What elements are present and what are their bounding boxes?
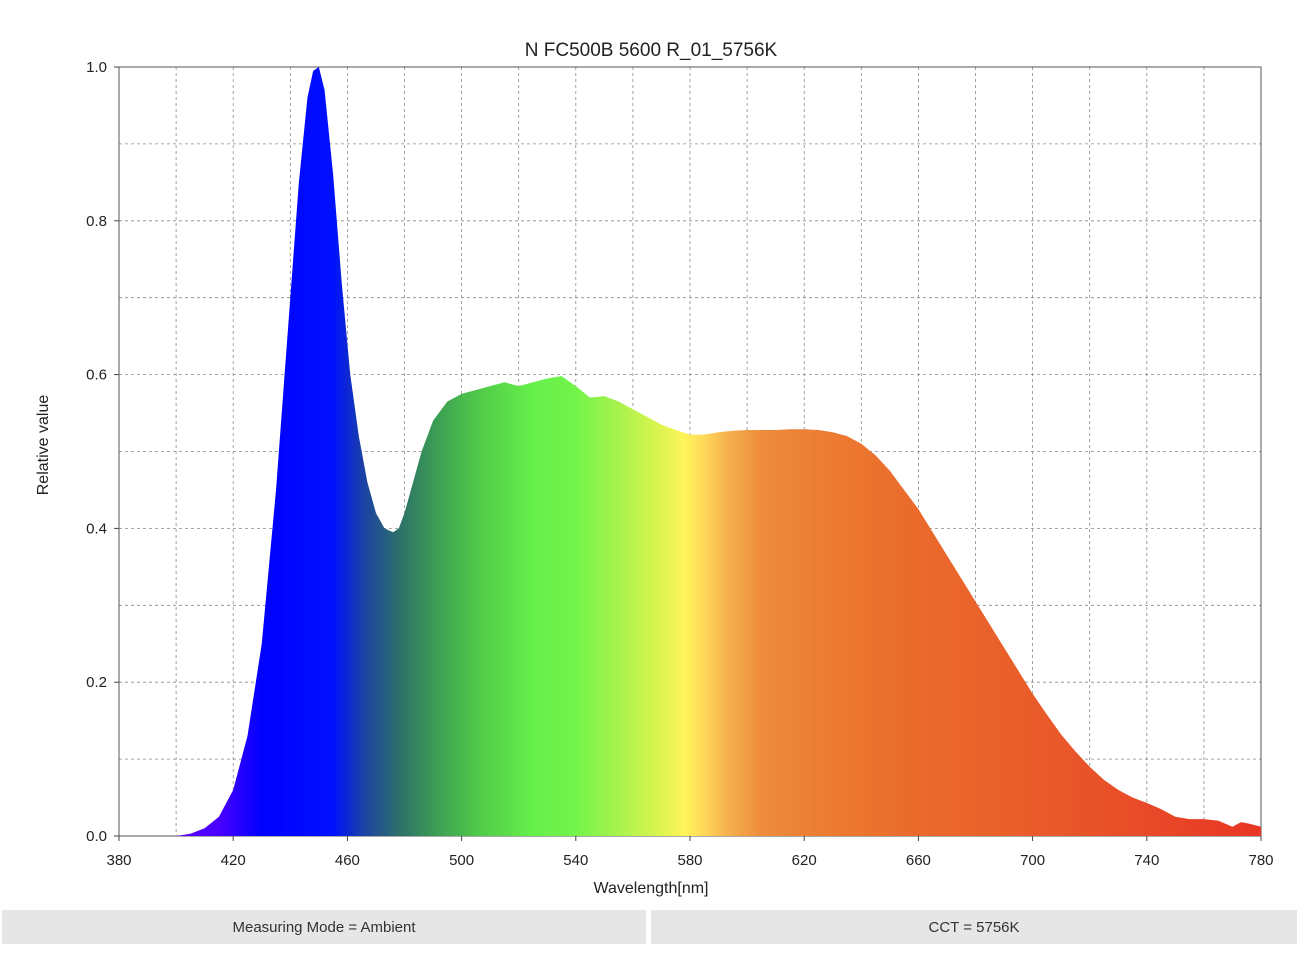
x-tick-label: 740 [1134, 852, 1159, 869]
y-tick-label: 0.2 [86, 674, 107, 691]
spectrum-area [119, 67, 1261, 836]
y-tick-label: 0.4 [86, 520, 107, 537]
series-area [119, 67, 1261, 836]
cct-label: CCT = 5756K [651, 910, 1297, 944]
y-tick-label: 0.8 [86, 213, 107, 230]
measuring-mode-label: Measuring Mode = Ambient [2, 910, 646, 944]
x-tick-label: 620 [792, 852, 817, 869]
spectrum-chart: 380 420 460 500 540 580 620 660 700 740 780 0.0 0.2 0… [35, 40, 1274, 897]
axis-labels: N FC500B 5600 R_01_5756K Wavelength[nm] … [35, 40, 778, 897]
chart-title: N FC500B 5600 R_01_5756K [525, 40, 778, 61]
y-tick-label: 1.0 [86, 59, 107, 76]
x-tick-label: 780 [1248, 852, 1273, 869]
y-tick-label: 0.0 [86, 828, 107, 845]
x-tick-label: 420 [221, 852, 246, 869]
axes: 380 420 460 500 540 580 620 660 700 740 780 0.0 0.2 0… [86, 59, 1273, 869]
x-axis-label: Wavelength[nm] [593, 880, 708, 897]
x-tick-label: 580 [677, 852, 702, 869]
x-tick-label: 380 [106, 852, 131, 869]
y-axis-label: Relative value [35, 395, 52, 496]
y-tick-label: 0.6 [86, 367, 107, 384]
x-tick-label: 700 [1020, 852, 1045, 869]
x-tick-label: 460 [335, 852, 360, 869]
x-tick-label: 540 [563, 852, 588, 869]
x-tick-label: 500 [449, 852, 474, 869]
x-tick-label: 660 [906, 852, 931, 869]
